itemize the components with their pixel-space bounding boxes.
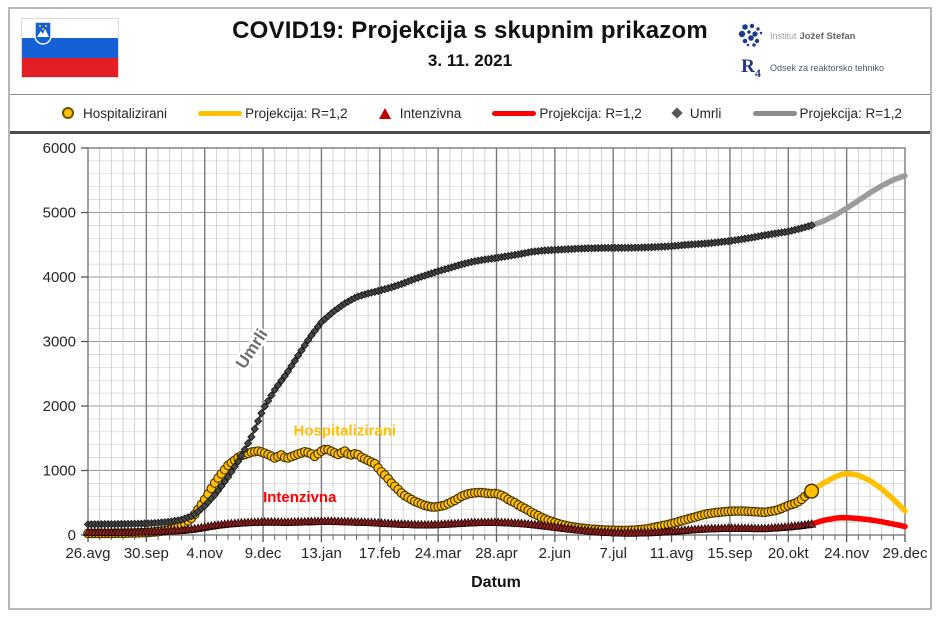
series-projekcija-hospitalizirani-r-1-2 [808, 471, 908, 514]
chart-canvas: 0 1000 2000 3000 4000 5000 6000 26.avg 30.sep 4.n… [43, 140, 928, 562]
report-date: 3. 11. 2021 [427, 51, 513, 70]
svg-text:Umrli: Umrli [232, 325, 272, 372]
svg-text:4000: 4000 [43, 269, 76, 286]
legend-label: Projekcija: R=1,2 [539, 105, 642, 121]
axis-labels: 0 1000 2000 3000 4000 5000 6000 26.avg 30.sep 4.n… [43, 140, 928, 562]
legend-label: Intenzivna [399, 105, 462, 121]
series-umrli [83, 221, 816, 529]
svg-text:Intenzivna: Intenzivna [263, 489, 337, 506]
coat-of-arms-icon [34, 21, 52, 45]
svg-text:11.avg: 11.avg [650, 545, 694, 562]
icu-marker-icon [378, 107, 391, 119]
yellow-projection-line-icon [198, 110, 243, 116]
report-frame: COVID19: Projekcija s skupnim prikazom 3… [8, 7, 932, 610]
svg-text:5000: 5000 [43, 205, 76, 222]
page-title: COVID19: Projekcija s skupnim prikazom [232, 17, 708, 44]
legend-label: Projekcija: R=1,2 [799, 105, 902, 121]
legend-label: Projekcija: R=1,2 [245, 105, 348, 121]
series-projekcija-intenzivna-r-1-2 [808, 514, 908, 530]
department-name: Odsek za reaktorsko tehniko [770, 63, 885, 73]
chart-section: 0 1000 2000 3000 4000 5000 6000 26.avg 30.sep 4.n… [10, 134, 930, 608]
plot-grid [87, 147, 906, 536]
legend-label: Hospitalizirani [83, 105, 168, 121]
r4-monogram-icon: R4 [741, 55, 761, 80]
x-axis-title: Datum [471, 574, 521, 591]
svg-text:2.jun: 2.jun [539, 545, 572, 562]
svg-text:24.mar: 24.mar [415, 545, 462, 562]
svg-text:Hospitalizirani: Hospitalizirani [294, 422, 397, 439]
svg-text:17.feb: 17.feb [359, 545, 401, 562]
svg-text:0: 0 [68, 527, 76, 544]
svg-text:30.sep: 30.sep [124, 545, 169, 562]
chart-legend: Hospitalizirani Projekcija: R=1,2 Intenz… [10, 95, 930, 134]
red-projection-line-icon [492, 110, 537, 116]
ijs-dots-icon [738, 23, 763, 47]
ijs-logo: Institut Jožef Stefan R4 Odsek za reakto… [738, 21, 916, 83]
svg-text:29.dec: 29.dec [882, 545, 928, 562]
svg-text:28.apr: 28.apr [475, 545, 518, 562]
svg-text:26.avg: 26.avg [65, 545, 110, 562]
slovenia-flag-icon [22, 19, 118, 77]
legend-item-intenzivna: Intenzivna [378, 105, 462, 121]
legend-item-projekcija-icu: Projekcija: R=1,2 [492, 105, 642, 121]
legend-item-projekcija-umrli: Projekcija: R=1,2 [752, 105, 902, 121]
legend-label: Umrli [689, 105, 722, 121]
ijs-logo-row: Institut Jožef Stefan [738, 21, 916, 51]
chart-annotations: Umrli Hospitalizirani Intenzivna [229, 323, 397, 506]
svg-text:4.nov: 4.nov [186, 545, 223, 562]
legend-item-projekcija-hosp: Projekcija: R=1,2 [198, 105, 348, 121]
header: COVID19: Projekcija s skupnim prikazom 3… [10, 9, 930, 95]
legend-item-hospitalizirani: Hospitalizirani [62, 106, 167, 121]
institute-name: Jožef Stefan [799, 30, 856, 42]
svg-text:13.jan: 13.jan [301, 545, 342, 562]
deaths-marker-icon [671, 107, 683, 119]
svg-text:1000: 1000 [43, 463, 76, 480]
svg-text:2000: 2000 [43, 398, 76, 415]
series-intenzivna [83, 516, 817, 537]
gray-projection-line-icon [752, 110, 797, 116]
hospitalized-marker-icon [62, 107, 74, 119]
legend-item-umrli: Umrli [671, 105, 722, 121]
svg-text:20.okt: 20.okt [768, 545, 810, 562]
svg-text:3000: 3000 [43, 334, 76, 351]
svg-text:24.nov: 24.nov [824, 545, 870, 562]
svg-text:9.dec: 9.dec [245, 545, 282, 562]
svg-text:7.jul: 7.jul [599, 545, 627, 562]
svg-text:15.sep: 15.sep [707, 545, 752, 562]
title-block: COVID19: Projekcija s skupnim prikazom 3… [10, 17, 930, 71]
svg-text:6000: 6000 [43, 140, 76, 157]
series-projekcija-umrli-r-1-2 [808, 172, 908, 229]
institute-name-prefix: Institut [770, 31, 797, 41]
flag-stripe-red [22, 57, 118, 77]
department-row: R4 Odsek za reaktorsko tehniko [738, 53, 916, 83]
